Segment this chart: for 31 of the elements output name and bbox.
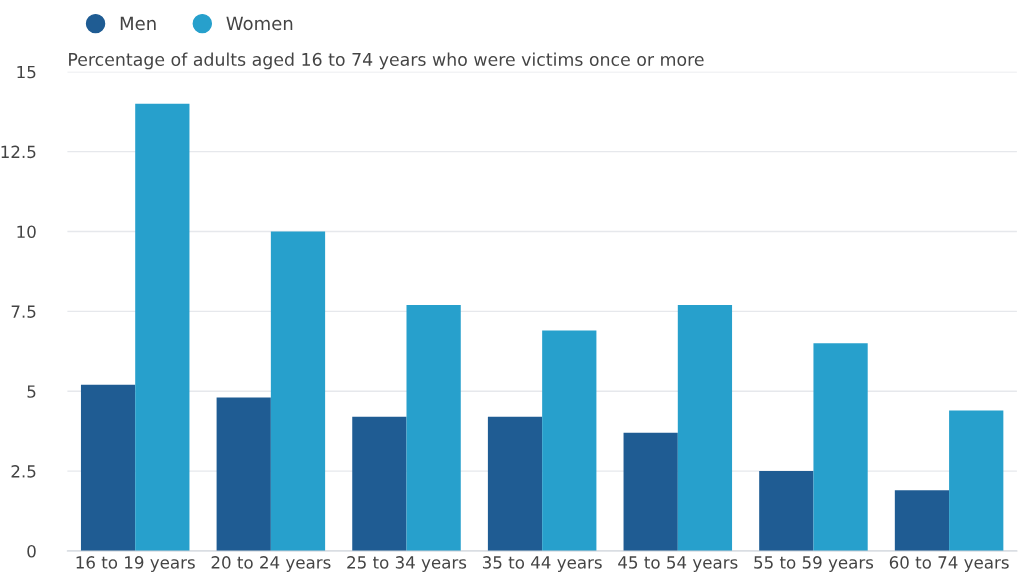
bar [813, 343, 868, 551]
bar [135, 103, 190, 551]
x-tick-label: 45 to 54 years [618, 556, 738, 572]
bar [216, 397, 271, 551]
y-tick-label: 15 [17, 65, 36, 79]
legend-label: Women [226, 16, 293, 31]
bar [487, 416, 543, 551]
bar [352, 416, 407, 551]
bar [949, 410, 1004, 551]
bar [80, 384, 136, 551]
legend-label: Men [120, 16, 156, 31]
y-tick-label: 12.5 [1, 145, 36, 159]
bar [677, 304, 733, 551]
bar [270, 231, 326, 551]
y-tick-label: 7.5 [11, 305, 36, 318]
x-tick-label: 60 to 74 years [889, 556, 1009, 572]
x-tick-label: 35 to 44 years [482, 556, 602, 572]
x-tick-label: 55 to 59 years [754, 556, 874, 572]
bar [623, 432, 678, 551]
bar [542, 330, 597, 551]
bar [759, 471, 814, 551]
bar [894, 490, 950, 551]
x-tick-label: 25 to 34 years [347, 556, 467, 572]
x-tick-label: 20 to 24 years [211, 556, 331, 572]
y-tick-label: 10 [17, 225, 36, 239]
y-tick-label: 0 [27, 544, 36, 558]
y-tick-label: 2.5 [11, 465, 36, 478]
y-tick-label: 5 [27, 385, 36, 398]
bar [406, 304, 461, 551]
x-tick-label: 16 to 19 years [76, 556, 195, 572]
chart-subtitle: Percentage of adults aged 16 to 74 years who were victims once or more [69, 52, 704, 70]
